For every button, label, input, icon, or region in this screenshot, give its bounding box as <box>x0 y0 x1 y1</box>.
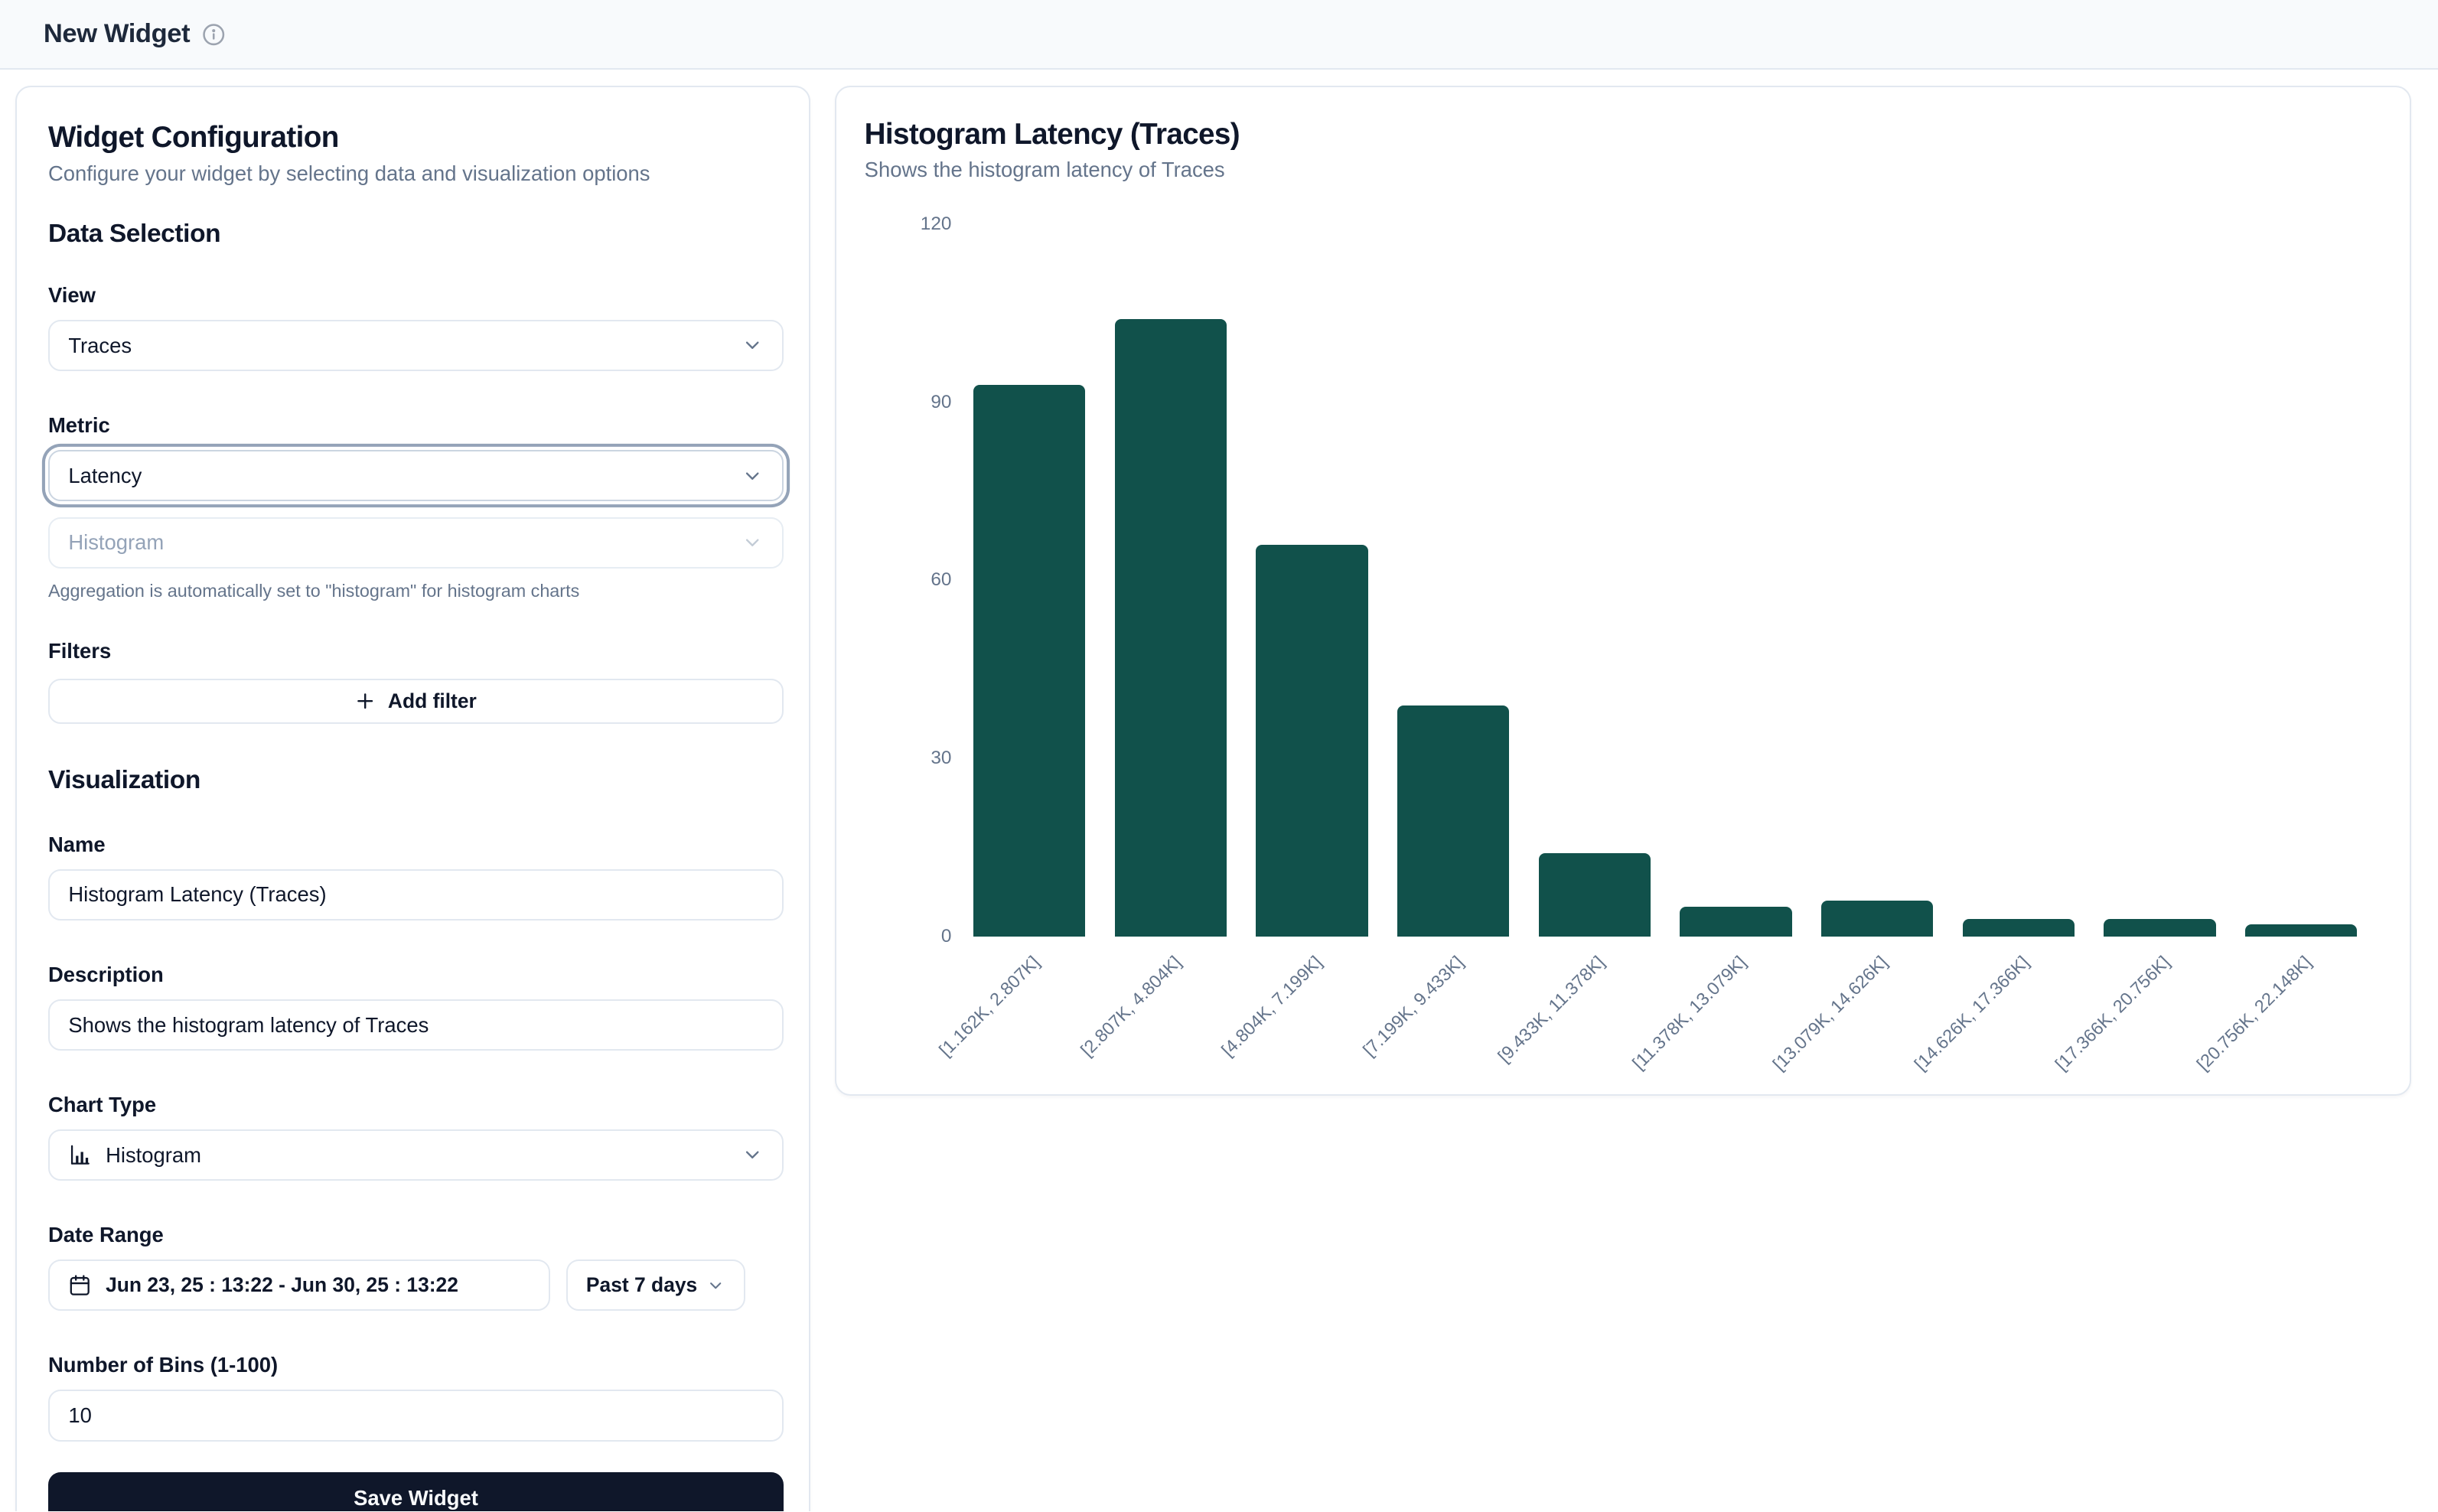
x-axis-tick-label: [1.162K, 2.807K] <box>934 952 1044 1061</box>
aggregation-help-text: Aggregation is automatically set to "his… <box>47 580 580 601</box>
preview-title: Histogram Latency (Traces) <box>864 118 1240 152</box>
histogram-bar[interactable] <box>1114 319 1227 937</box>
name-label: Name <box>47 832 106 856</box>
x-axis-tick-label: [13.079K, 14.626K] <box>1768 952 1892 1075</box>
view-select-value: Traces <box>68 333 132 357</box>
y-axis-tick-label: 120 <box>920 213 952 235</box>
x-axis-tick-label: [11.378K, 13.079K] <box>1628 952 1750 1074</box>
x-axis-tick-label: [9.433K, 11.378K] <box>1494 952 1609 1067</box>
x-axis-tick-label: [20.756K, 22.148K] <box>2192 952 2316 1075</box>
histogram-chart: 0 30 60 90 120 [1.162K, 2.807K] [2.807K, 4.804… <box>865 207 2382 1087</box>
config-subtitle: Configure your widget by selecting data … <box>47 161 650 185</box>
chevron-down-icon <box>706 1276 725 1295</box>
chevron-down-icon <box>742 465 763 487</box>
chart-type-label: Chart Type <box>47 1092 157 1116</box>
widget-preview-panel: Histogram Latency (Traces) Shows the his… <box>835 85 2412 1097</box>
preview-subtitle: Shows the histogram latency of Traces <box>864 158 1225 182</box>
date-range-label: Date Range <box>47 1223 164 1247</box>
x-axis-tick-label: [7.199K, 9.433K] <box>1359 952 1468 1061</box>
aggregation-select: Histogram <box>47 516 784 569</box>
histogram-bar[interactable] <box>1820 901 1934 937</box>
date-range-row: Jun 23, 25 : 13:22 - Jun 30, 25 : 13:22 … <box>47 1259 784 1312</box>
metric-select[interactable]: Latency <box>47 450 784 502</box>
metric-label: Metric <box>47 413 110 438</box>
x-axis-tick-label: [14.626K, 17.366K] <box>1910 952 2033 1075</box>
chart-type-value: Histogram <box>106 1142 202 1167</box>
chart-type-select[interactable]: Histogram <box>47 1129 784 1181</box>
page-title: New Widget <box>43 19 191 49</box>
bars-area <box>973 224 2358 937</box>
bins-label: Number of Bins (1-100) <box>47 1353 279 1377</box>
description-input[interactable] <box>47 999 784 1051</box>
name-input[interactable] <box>47 868 784 921</box>
histogram-bar[interactable] <box>1538 853 1651 937</box>
add-filter-label: Add filter <box>387 689 477 712</box>
view-select[interactable]: Traces <box>47 320 784 372</box>
add-filter-button[interactable]: Add filter <box>47 679 784 724</box>
metric-select-value: Latency <box>68 463 142 487</box>
histogram-chart-icon <box>68 1143 91 1166</box>
info-icon[interactable] <box>202 23 225 46</box>
section-data-selection: Data Selection <box>47 220 221 249</box>
description-label: Description <box>47 962 164 986</box>
save-widget-button[interactable]: Save Widget <box>47 1472 784 1511</box>
widget-configuration-panel: Widget Configuration Configure your widg… <box>15 85 810 1511</box>
x-axis-tick-label: [2.807K, 4.804K] <box>1076 952 1185 1061</box>
histogram-bar[interactable] <box>2104 918 2216 937</box>
bins-input[interactable] <box>47 1390 784 1442</box>
view-label: View <box>47 282 96 307</box>
histogram-bar[interactable] <box>973 384 1086 937</box>
section-visualization: Visualization <box>47 765 200 794</box>
histogram-bar[interactable] <box>1962 918 2075 937</box>
y-axis-tick-label: 0 <box>940 925 952 947</box>
y-axis-tick-label: 90 <box>931 391 952 412</box>
date-range-button[interactable]: Jun 23, 25 : 13:22 - Jun 30, 25 : 13:22 <box>47 1259 551 1312</box>
histogram-bar[interactable] <box>1256 545 1368 937</box>
date-preset-value: Past 7 days <box>585 1273 698 1297</box>
y-axis-tick-label: 30 <box>931 748 952 769</box>
histogram-bar[interactable] <box>2244 924 2358 937</box>
top-header: New Widget <box>0 0 2438 70</box>
chevron-down-icon <box>742 532 763 553</box>
y-axis-tick-label: 60 <box>931 569 952 591</box>
chevron-down-icon <box>742 1144 763 1165</box>
x-axis-tick-label: [17.366K, 20.756K] <box>2052 952 2174 1075</box>
date-preset-select[interactable]: Past 7 days <box>565 1259 746 1312</box>
config-title: Widget Configuration <box>47 121 339 155</box>
main-content: Widget Configuration Configure your widg… <box>0 70 2438 1511</box>
date-range-value: Jun 23, 25 : 13:22 - Jun 30, 25 : 13:22 <box>106 1273 458 1297</box>
filters-label: Filters <box>47 638 112 663</box>
plus-icon <box>355 691 375 711</box>
calendar-icon <box>68 1274 91 1297</box>
x-axis-labels: [1.162K, 2.807K] [2.807K, 4.804K] [4.804K,… <box>935 952 2357 1087</box>
x-axis-tick-label: [4.804K, 7.199K] <box>1217 952 1326 1061</box>
aggregation-select-value: Histogram <box>68 530 165 555</box>
histogram-bar[interactable] <box>1397 705 1510 937</box>
histogram-bar[interactable] <box>1680 907 1792 937</box>
chevron-down-icon <box>742 334 763 356</box>
